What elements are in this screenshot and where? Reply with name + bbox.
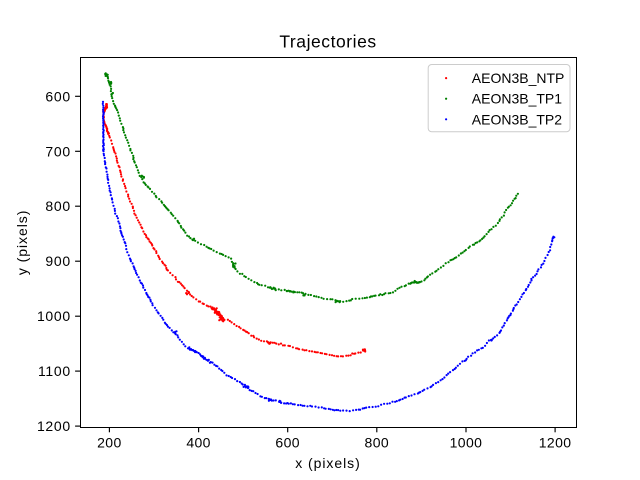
svg-text:1000: 1000 — [450, 435, 483, 451]
svg-text:AEON3B_NTP: AEON3B_NTP — [472, 70, 565, 86]
svg-text:1200: 1200 — [37, 418, 71, 434]
svg-text:1000: 1000 — [37, 308, 71, 324]
svg-text:1100: 1100 — [38, 363, 71, 379]
svg-text:400: 400 — [186, 435, 211, 451]
svg-text:Trajectories: Trajectories — [279, 32, 376, 52]
svg-text:800: 800 — [45, 198, 70, 214]
svg-text:800: 800 — [365, 435, 390, 451]
svg-text:1200: 1200 — [539, 435, 572, 451]
svg-text:y (pixels): y (pixels) — [14, 210, 30, 276]
svg-text:600: 600 — [45, 88, 70, 104]
svg-text:700: 700 — [45, 143, 70, 159]
svg-text:AEON3B_TP1: AEON3B_TP1 — [472, 91, 562, 107]
svg-text:x (pixels): x (pixels) — [295, 455, 361, 471]
svg-text:200: 200 — [97, 435, 122, 451]
svg-text:600: 600 — [275, 435, 300, 451]
svg-text:900: 900 — [45, 253, 70, 269]
svg-text:AEON3B_TP2: AEON3B_TP2 — [472, 111, 562, 127]
